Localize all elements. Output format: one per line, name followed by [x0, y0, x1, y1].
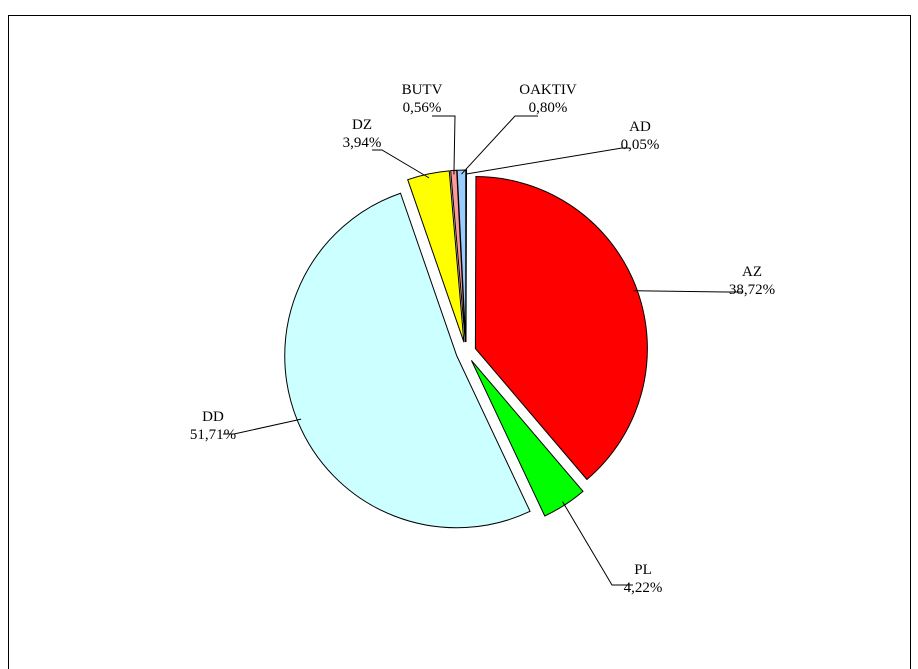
slice-label: OAKTIV — [519, 82, 577, 98]
slice-label: AZ — [742, 264, 762, 280]
leader-line — [466, 147, 630, 175]
slice-label: DZ — [352, 117, 372, 133]
value-label: 38,72% — [729, 282, 775, 298]
leader-line — [562, 501, 633, 586]
slice-label: BUTV — [402, 82, 443, 98]
leader-line — [223, 418, 302, 435]
chart-frame — [8, 15, 911, 669]
value-label: 0,80% — [529, 100, 568, 116]
slice-label: PL — [634, 562, 652, 578]
pie-slice — [284, 192, 531, 529]
value-label: 51,71% — [190, 427, 236, 443]
pie-slice — [407, 170, 465, 343]
leader-line — [432, 115, 456, 175]
slice-label: DD — [202, 409, 224, 425]
slice-label: AD — [629, 119, 651, 135]
pie-slice — [474, 176, 648, 481]
value-label: 4,22% — [624, 580, 663, 596]
value-label: 0,56% — [403, 100, 442, 116]
value-label: 0,05% — [621, 137, 660, 153]
leader-line — [372, 149, 430, 179]
leader-line — [633, 290, 742, 293]
leader-line — [461, 115, 538, 175]
value-label: 3,94% — [343, 135, 382, 151]
